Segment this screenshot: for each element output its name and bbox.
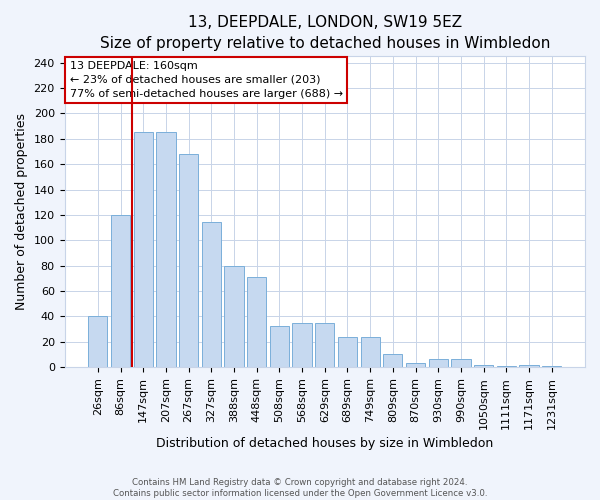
Bar	[270, 326, 289, 367]
Bar	[315, 322, 334, 367]
Bar	[338, 336, 357, 367]
Bar	[474, 364, 493, 367]
Bar	[134, 132, 153, 367]
Y-axis label: Number of detached properties: Number of detached properties	[15, 113, 28, 310]
Bar	[428, 360, 448, 367]
Bar	[111, 215, 130, 367]
Bar	[202, 222, 221, 367]
Text: 13 DEEPDALE: 160sqm
← 23% of detached houses are smaller (203)
77% of semi-detac: 13 DEEPDALE: 160sqm ← 23% of detached ho…	[70, 61, 343, 99]
Text: Contains HM Land Registry data © Crown copyright and database right 2024.
Contai: Contains HM Land Registry data © Crown c…	[113, 478, 487, 498]
Bar	[520, 364, 539, 367]
Bar	[406, 364, 425, 367]
Bar	[542, 366, 562, 367]
Bar	[497, 366, 516, 367]
X-axis label: Distribution of detached houses by size in Wimbledon: Distribution of detached houses by size …	[156, 437, 493, 450]
Bar	[88, 316, 107, 367]
Bar	[224, 266, 244, 367]
Bar	[292, 322, 312, 367]
Bar	[247, 277, 266, 367]
Bar	[179, 154, 198, 367]
Bar	[156, 132, 176, 367]
Title: 13, DEEPDALE, LONDON, SW19 5EZ
Size of property relative to detached houses in W: 13, DEEPDALE, LONDON, SW19 5EZ Size of p…	[100, 15, 550, 51]
Bar	[451, 360, 470, 367]
Bar	[361, 336, 380, 367]
Bar	[383, 354, 403, 367]
